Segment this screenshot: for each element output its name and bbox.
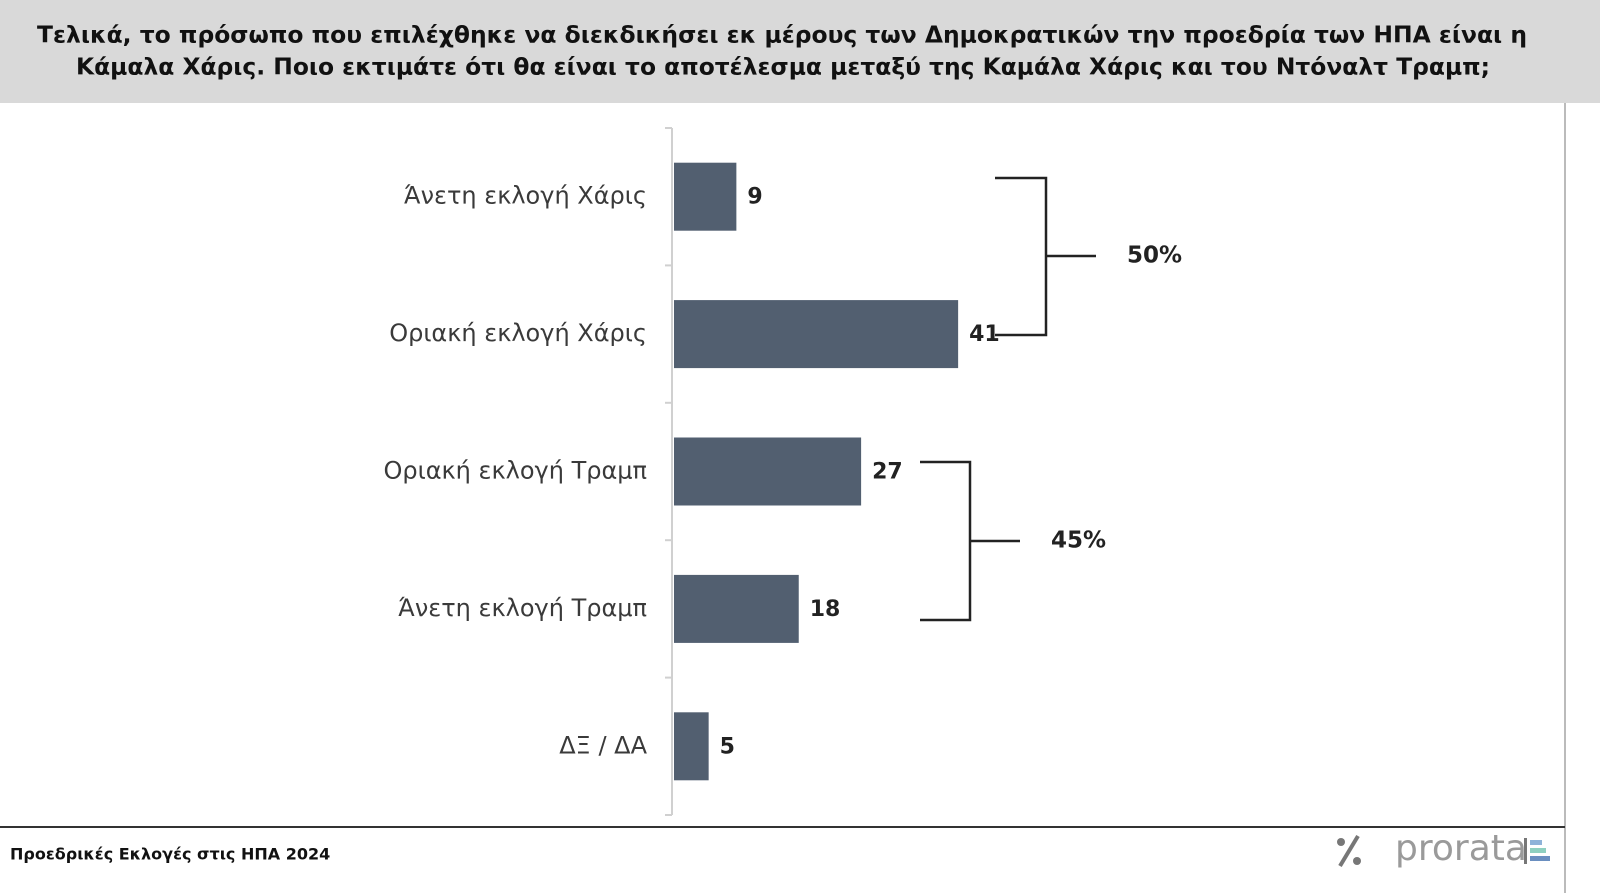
value-label: 9 — [747, 185, 762, 210]
bar — [674, 300, 959, 369]
bar — [674, 437, 862, 506]
value-label: 27 — [872, 460, 903, 485]
category-label: Οριακή εκλογή Χάρις — [389, 319, 647, 347]
bracket — [920, 460, 1020, 622]
footer-text: Προεδρικές Εκλογές στις ΗΠΑ 2024 — [10, 845, 330, 864]
chart-title: Τελικά, το πρόσωπο που επιλέχθηκε να διε… — [37, 23, 1527, 49]
category-label: Άνετη εκλογή Χάρις — [404, 182, 647, 210]
bar — [674, 574, 799, 643]
annotation: 50% — [1127, 243, 1182, 269]
value-label: 41 — [969, 322, 1000, 347]
logo-icon — [1337, 834, 1361, 868]
annotation: 45% — [1051, 528, 1106, 554]
category-label: ΔΞ / ΔΑ — [559, 731, 647, 759]
bar — [674, 162, 737, 231]
value-label: 5 — [720, 734, 735, 759]
bar — [674, 712, 709, 781]
bracket — [995, 176, 1096, 337]
logo: prorata — [1395, 828, 1527, 869]
header-band — [0, 0, 1600, 103]
category-label: Οριακή εκλογή Τραμπ — [383, 457, 647, 485]
value-label: 18 — [810, 597, 841, 622]
category-label: Άνετη εκλογή Τραμπ — [398, 594, 647, 622]
chart-title: Κάμαλα Χάρις. Ποιο εκτιμάτε ότι θα είναι… — [76, 55, 1490, 81]
logo-bars — [1524, 838, 1550, 864]
